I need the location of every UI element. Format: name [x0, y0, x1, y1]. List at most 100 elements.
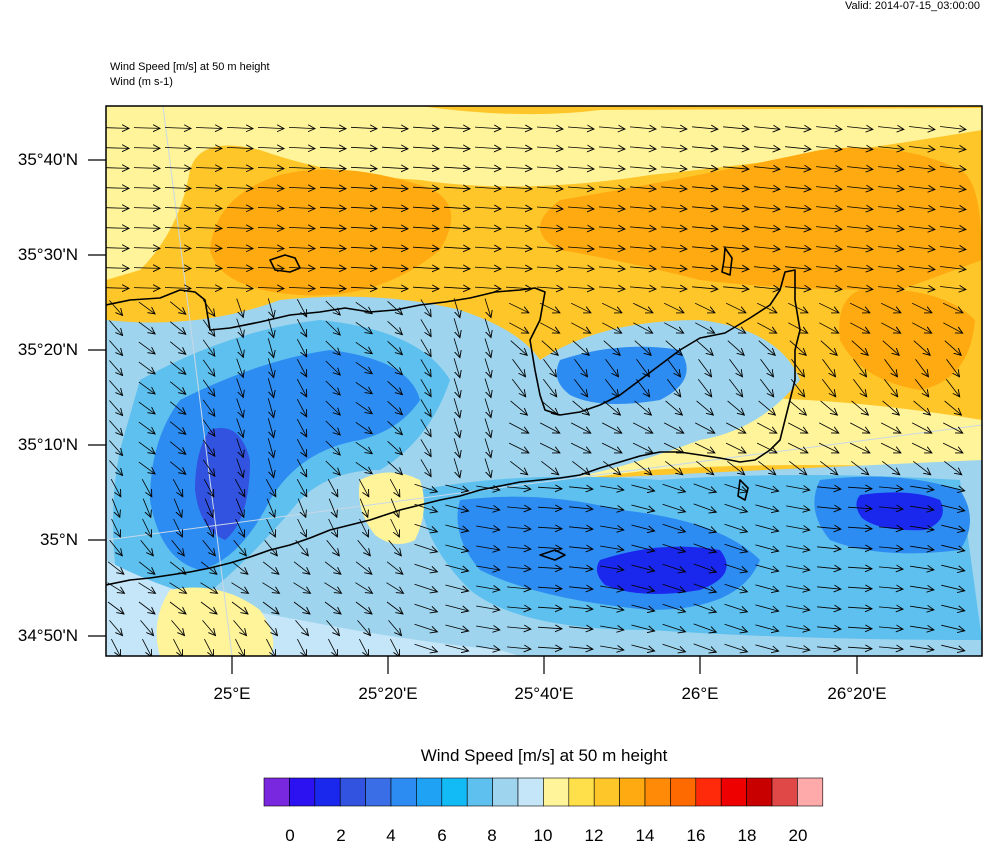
wind-arrow — [571, 422, 591, 433]
wind-arrow — [355, 421, 372, 433]
wind-arrow — [453, 458, 460, 477]
wind-arrow — [693, 623, 717, 632]
wind-arrow — [420, 399, 431, 416]
wind-arrow — [635, 378, 649, 397]
wind-arrow — [785, 187, 811, 190]
wind-arrow — [786, 566, 810, 570]
wind-arrow — [817, 567, 841, 569]
speed-4-6-bay — [556, 346, 687, 404]
wind-arrow — [600, 646, 624, 650]
wind-arrow — [265, 479, 276, 497]
wind-arrow — [755, 644, 778, 651]
wind-arrow — [476, 586, 500, 590]
wind-arrow — [882, 340, 899, 356]
wind-arrow — [570, 442, 591, 453]
wind-arrow — [786, 546, 810, 550]
wind-arrow — [474, 187, 501, 189]
wind-arrow — [511, 378, 525, 397]
wind-arrow — [295, 539, 309, 556]
wind-arrow — [910, 486, 934, 490]
wind-arrow — [941, 524, 964, 531]
wind-arrow — [231, 561, 248, 574]
wind-arrow — [453, 378, 460, 397]
wind-arrow — [507, 607, 531, 609]
wind-arrow — [236, 378, 244, 398]
wind-arrow — [195, 288, 222, 289]
wind-arrow — [881, 322, 900, 333]
wind-arrow — [484, 298, 491, 318]
wind-arrow — [453, 418, 460, 437]
colorbar-swatch — [441, 777, 468, 807]
wind-arrow — [507, 527, 531, 529]
wind-arrow — [109, 539, 123, 556]
wind-arrow — [661, 147, 687, 149]
wind-arrow — [567, 187, 594, 189]
wind-arrow — [696, 460, 713, 474]
wind-arrow — [940, 207, 966, 210]
wind-arrow — [387, 361, 403, 374]
wind-arrow — [723, 127, 749, 129]
speed-2-4-core-east — [596, 546, 727, 594]
wind-arrow — [941, 544, 964, 551]
lon-label: 26°20'E — [827, 684, 887, 703]
wind-arrow — [821, 378, 835, 397]
wind-arrow — [941, 484, 964, 491]
wind-arrow — [484, 458, 491, 478]
wind-arrow — [296, 299, 306, 317]
wind-arrow — [536, 127, 563, 129]
wind-arrow — [138, 401, 155, 414]
wind-arrow — [445, 584, 468, 591]
wind-arrow — [631, 504, 654, 511]
wind-arrow — [537, 647, 562, 649]
lon-label: 25°E — [213, 684, 251, 703]
wind-arrow — [754, 167, 780, 170]
wind-arrow — [325, 320, 340, 335]
wind-arrow — [909, 147, 935, 150]
wind-arrow — [293, 601, 310, 614]
wind-arrow — [169, 401, 186, 415]
wind-arrow — [474, 167, 501, 169]
colorbar-swatch — [720, 777, 747, 807]
wind-arrow — [785, 147, 811, 150]
wind-arrow — [412, 287, 439, 289]
wind-arrow — [505, 207, 532, 209]
speed-14-16-north — [210, 169, 452, 296]
wind-arrow — [109, 340, 122, 356]
wind-arrow — [443, 207, 470, 209]
wind-arrow — [661, 227, 687, 229]
wind-arrow — [202, 359, 215, 376]
wind-arrow — [600, 586, 624, 590]
wind-arrow — [164, 268, 191, 269]
wind-arrow — [414, 583, 438, 592]
wind-arrow — [692, 247, 718, 249]
wind-arrow — [572, 400, 590, 415]
wind-arrow — [453, 358, 460, 377]
wind-arrow — [507, 627, 531, 629]
wind-arrow — [109, 300, 122, 316]
wind-arrow — [169, 341, 186, 355]
wind-arrow — [631, 644, 654, 651]
wind-arrow — [941, 564, 964, 571]
wind-arrow — [661, 247, 687, 249]
wind-arrow — [662, 643, 686, 652]
wind-arrow — [723, 167, 749, 169]
wind-arrow — [910, 566, 934, 570]
lat-label: 34°50'N — [17, 626, 78, 645]
lon-label: 26°E — [681, 684, 719, 703]
wind-arrow — [355, 321, 372, 333]
wind-arrow — [723, 207, 749, 209]
wind-arrow — [785, 267, 811, 270]
wind-arrow — [138, 361, 155, 374]
wind-arrow — [785, 127, 811, 130]
wind-arrow — [820, 340, 837, 356]
wind-arrow — [325, 360, 340, 375]
colorbar-swatch — [619, 777, 646, 807]
wind-arrow — [760, 358, 774, 377]
wind-arrow — [878, 507, 903, 509]
wind-arrow — [412, 187, 439, 189]
wind-arrow — [138, 341, 155, 354]
wind-arrow — [324, 601, 341, 614]
wind-arrow — [754, 147, 780, 150]
wind-arrow — [723, 227, 749, 229]
wind-arrow — [236, 318, 244, 338]
